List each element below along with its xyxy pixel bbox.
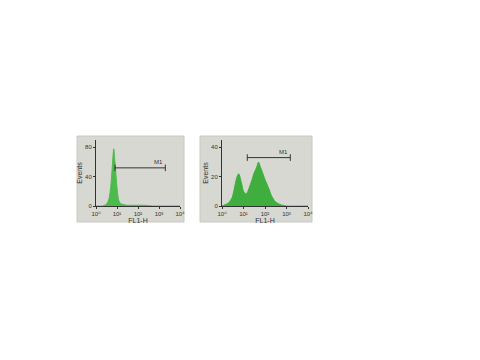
svg-text:FL1-H: FL1-H xyxy=(128,217,147,224)
svg-text:Events: Events xyxy=(76,162,83,184)
svg-text:10²: 10² xyxy=(134,211,143,217)
svg-text:FL1-H: FL1-H xyxy=(255,217,274,224)
svg-text:10³: 10³ xyxy=(282,211,291,217)
svg-text:M1: M1 xyxy=(154,159,163,165)
svg-text:10²: 10² xyxy=(261,211,270,217)
svg-text:40: 40 xyxy=(85,174,92,180)
svg-text:M1: M1 xyxy=(279,149,288,155)
svg-text:0: 0 xyxy=(88,203,92,209)
svg-text:Events: Events xyxy=(202,162,209,184)
svg-text:0: 0 xyxy=(214,203,218,209)
svg-text:40: 40 xyxy=(211,144,218,150)
svg-text:10³: 10³ xyxy=(155,211,164,217)
svg-text:10¹: 10¹ xyxy=(113,211,122,217)
svg-text:10⁰: 10⁰ xyxy=(217,211,227,217)
svg-text:10¹: 10¹ xyxy=(239,211,248,217)
svg-text:80: 80 xyxy=(85,144,92,150)
svg-text:10⁴: 10⁴ xyxy=(303,211,313,217)
svg-text:10⁴: 10⁴ xyxy=(175,211,185,217)
svg-text:10⁰: 10⁰ xyxy=(91,211,101,217)
svg-text:20: 20 xyxy=(211,174,218,180)
